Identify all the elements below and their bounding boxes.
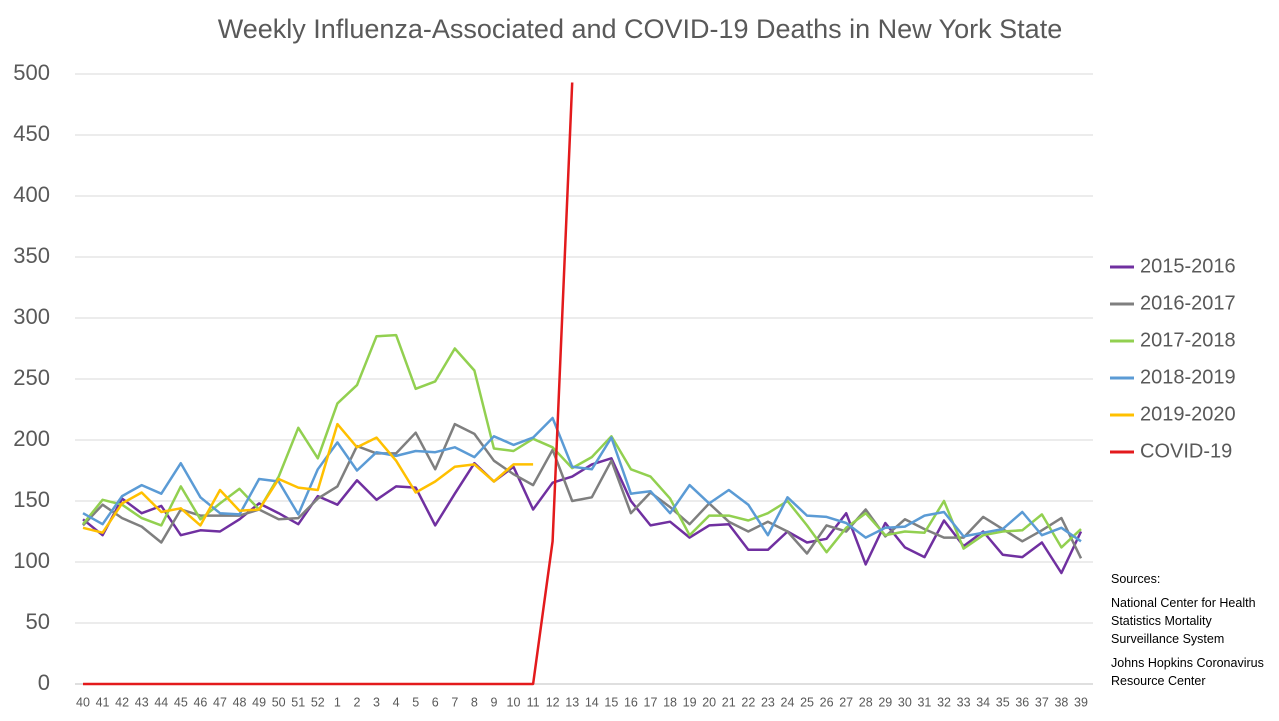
x-tick-label: 9 [490, 695, 497, 709]
x-tick-label: 2 [353, 695, 360, 709]
source-note: Johns Hopkins Coronavirus Resource Cente… [1111, 656, 1264, 688]
x-tick-label: 51 [291, 695, 305, 709]
legend-label: 2019-2020 [1140, 403, 1236, 425]
x-tick-label: 25 [800, 695, 814, 709]
x-tick-label: 10 [507, 695, 521, 709]
y-tick-label: 200 [13, 426, 50, 451]
y-tick-label: 250 [13, 365, 50, 390]
x-tick-label: 23 [761, 695, 775, 709]
series-line [82, 422, 534, 534]
x-tick-label: 50 [272, 695, 286, 709]
y-tick-label: 450 [13, 121, 50, 146]
x-tick-label: 52 [311, 695, 325, 709]
series-line [82, 333, 1082, 554]
x-tick-label: 41 [96, 695, 110, 709]
x-tick-label: 37 [1035, 695, 1049, 709]
x-tick-label: 4 [393, 695, 400, 709]
series-line [82, 422, 1083, 559]
legend-label: COVID-19 [1140, 440, 1232, 462]
legend-label: 2016-2017 [1140, 292, 1236, 314]
x-tick-label: 12 [546, 695, 560, 709]
x-tick-label: 6 [432, 695, 439, 709]
y-tick-label: 500 [13, 60, 50, 85]
x-tick-label: 26 [820, 695, 834, 709]
x-tick-label: 20 [702, 695, 716, 709]
x-tick-label: 33 [957, 695, 971, 709]
series-line [82, 416, 1082, 543]
x-tick-label: 24 [781, 695, 795, 709]
x-tick-label: 48 [233, 695, 247, 709]
x-tick-label: 1 [334, 695, 341, 709]
x-tick-label: 7 [451, 695, 458, 709]
legend-label: 2017-2018 [1140, 329, 1236, 351]
source-note: Sources: [1111, 572, 1161, 586]
sources: Sources: National Center for Health Stati… [1111, 570, 1279, 696]
x-tick-label: 38 [1054, 695, 1068, 709]
x-tick-label: 18 [663, 695, 677, 709]
y-tick-label: 50 [26, 609, 50, 634]
x-tick-label: 28 [859, 695, 873, 709]
x-tick-label: 8 [471, 695, 478, 709]
y-tick-label: 350 [13, 243, 50, 268]
x-tick-label: 14 [585, 695, 599, 709]
x-tick-label: 31 [917, 695, 931, 709]
x-tick-label: 43 [135, 695, 149, 709]
x-tick-label: 32 [937, 695, 951, 709]
legend-label: 2018-2019 [1140, 366, 1236, 388]
x-tick-label: 17 [644, 695, 658, 709]
x-tick-label: 44 [154, 695, 168, 709]
chart-title: Weekly Influenza-Associated and COVID-19… [218, 14, 1062, 44]
x-tick-label: 42 [115, 695, 129, 709]
legend-label: 2015-2016 [1140, 255, 1236, 277]
x-tick-label: 34 [976, 695, 990, 709]
x-tick-label: 40 [76, 695, 90, 709]
x-tick-label: 5 [412, 695, 419, 709]
x-tick-label: 29 [878, 695, 892, 709]
y-tick-label: 150 [13, 487, 50, 512]
x-tick-label: 21 [722, 695, 736, 709]
x-tick-label: 47 [213, 695, 227, 709]
x-tick-label: 16 [624, 695, 638, 709]
x-tick-label: 46 [193, 695, 207, 709]
x-tick-label: 19 [683, 695, 697, 709]
x-tick-label: 13 [565, 695, 579, 709]
x-tick-label: 15 [604, 695, 618, 709]
x-tick-label: 30 [898, 695, 912, 709]
x-tick-label: 35 [996, 695, 1010, 709]
x-tick-label: 22 [741, 695, 755, 709]
source-note: National Center for Health Statistics Mo… [1111, 596, 1256, 646]
x-tick-label: 3 [373, 695, 380, 709]
y-tick-label: 100 [13, 548, 50, 573]
x-tick-label: 45 [174, 695, 188, 709]
y-tick-label: 300 [13, 304, 50, 329]
y-tick-label: 0 [38, 670, 50, 695]
x-tick-label: 11 [527, 695, 540, 709]
x-tick-label: 49 [252, 695, 266, 709]
series-line [83, 82, 574, 686]
y-tick-label: 400 [13, 182, 50, 207]
x-tick-label: 27 [839, 695, 853, 709]
x-tick-label: 36 [1015, 695, 1029, 709]
x-tick-label: 39 [1074, 695, 1088, 709]
